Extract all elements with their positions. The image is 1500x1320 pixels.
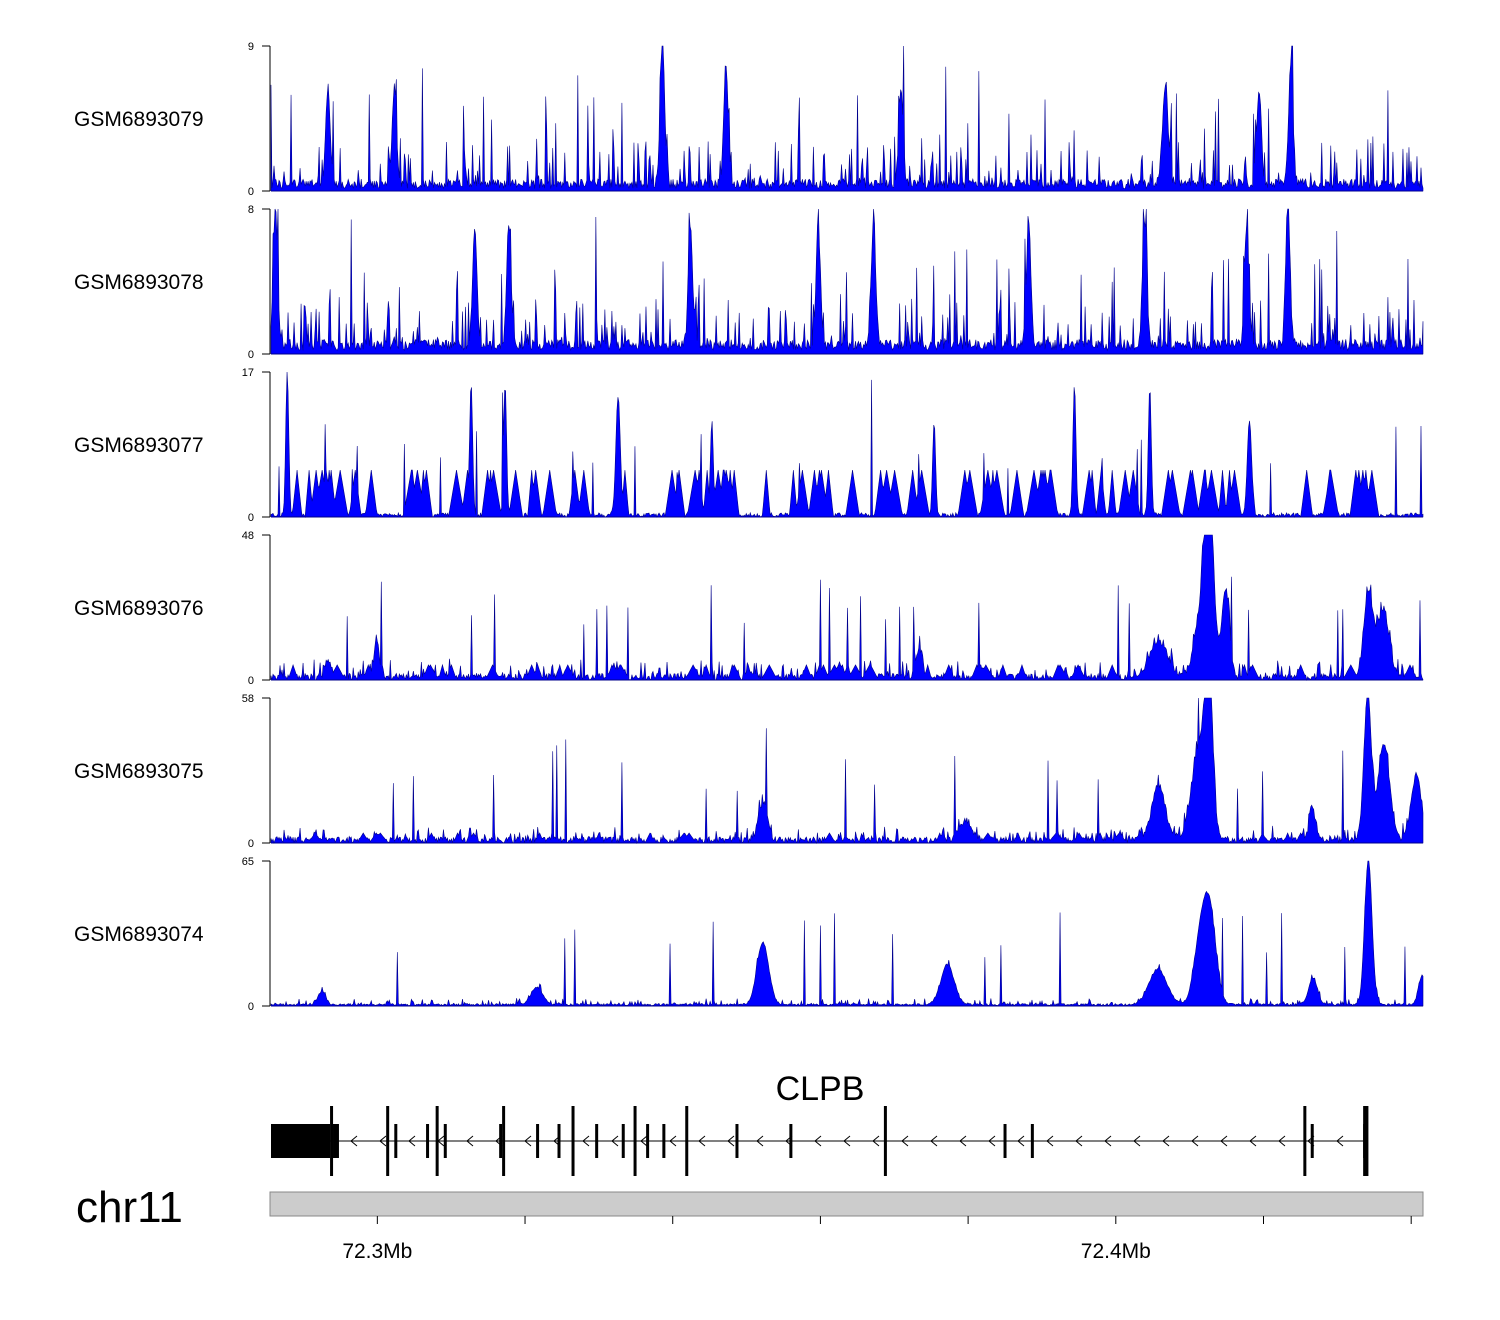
strand-arrow: [379, 1135, 387, 1147]
track-label: GSM6893078: [74, 271, 204, 294]
strand-arrow: [988, 1135, 996, 1147]
exon: [1363, 1106, 1369, 1176]
exon: [386, 1106, 390, 1176]
exon: [426, 1124, 430, 1158]
track-label: GSM6893079: [74, 108, 204, 131]
y-max-label: 58: [242, 693, 254, 705]
exon: [502, 1106, 506, 1176]
track-GSM6893074: GSM6893074 65 0: [74, 856, 1424, 1013]
exon: [335, 1124, 339, 1158]
strand-arrow: [1017, 1135, 1025, 1147]
strand-arrow: [1249, 1135, 1257, 1147]
y-max-label: 17: [242, 367, 254, 379]
exon: [394, 1124, 398, 1158]
exon: [330, 1106, 334, 1176]
strand-arrow: [930, 1135, 938, 1147]
coverage-area: [270, 371, 1424, 519]
exon: [557, 1124, 561, 1158]
strand-arrow: [466, 1135, 474, 1147]
chromosome-bar: [269, 1191, 1424, 1217]
strand-arrow: [1133, 1135, 1141, 1147]
track-GSM6893077: GSM6893077 17 0: [74, 367, 1424, 524]
track-GSM6893079: GSM6893079 9 0: [74, 41, 1424, 198]
axis-tick-label: 72.3Mb: [342, 1240, 412, 1263]
y-min-label: 0: [248, 512, 254, 524]
genome-axis: chr11 72.3Mb 72.4Mb: [76, 1183, 1424, 1263]
track-GSM6893075: GSM6893075 58 0: [74, 693, 1424, 850]
strand-arrow: [582, 1135, 590, 1147]
strand-arrow: [669, 1135, 677, 1147]
strand-arrow: [814, 1135, 822, 1147]
strand-arrow: [350, 1135, 358, 1147]
strand-arrow: [901, 1135, 909, 1147]
track-GSM6893076: GSM6893076 48 0: [74, 530, 1424, 687]
exon: [662, 1124, 666, 1158]
strand-arrow: [756, 1135, 764, 1147]
coverage-area: [270, 45, 1424, 192]
exon: [333, 1124, 337, 1158]
exon: [883, 1106, 887, 1176]
strand-arrow: [1191, 1135, 1199, 1147]
strand-arrow: [959, 1135, 967, 1147]
coverage-area: [270, 697, 1424, 845]
strand-arrow: [408, 1135, 416, 1147]
coverage-area: [270, 208, 1424, 355]
coverage-area: [270, 534, 1424, 681]
y-min-label: 0: [248, 349, 254, 361]
y-min-label: 0: [248, 1001, 254, 1013]
track-label: GSM6893076: [74, 597, 204, 620]
y-max-label: 48: [242, 530, 254, 542]
exon: [499, 1124, 503, 1158]
strand-arrow: [843, 1135, 851, 1147]
strand-arrow: [1162, 1135, 1170, 1147]
exon: [435, 1106, 439, 1176]
exon: [621, 1124, 625, 1158]
exon: [1003, 1124, 1007, 1158]
y-max-label: 9: [248, 41, 254, 53]
exon: [789, 1124, 793, 1158]
strand-arrow: [698, 1135, 706, 1147]
gene-name: CLPB: [776, 1070, 865, 1108]
exon: [735, 1124, 739, 1158]
exon-utr-block: [271, 1124, 331, 1158]
track-label: GSM6893075: [74, 760, 204, 783]
strand-arrow: [872, 1135, 880, 1147]
coverage-tracks: GSM689307990GSM689307880GSM6893077170GSM…: [74, 41, 1424, 1013]
strand-arrow: [1278, 1135, 1286, 1147]
exon: [646, 1124, 650, 1158]
exon: [595, 1124, 599, 1158]
track-GSM6893078: GSM6893078 8 0: [74, 204, 1424, 361]
strand-arrow: [1336, 1135, 1344, 1147]
exon: [685, 1106, 689, 1176]
strand-arrow: [524, 1135, 532, 1147]
exon: [443, 1124, 447, 1158]
coverage-area: [270, 860, 1424, 1007]
y-min-label: 0: [248, 675, 254, 687]
gene-track: CLPB: [271, 1070, 1369, 1176]
exon: [633, 1106, 637, 1176]
y-max-label: 65: [242, 856, 254, 868]
track-label: GSM6893074: [74, 923, 204, 946]
exon: [1030, 1124, 1034, 1158]
y-min-label: 0: [248, 838, 254, 850]
y-min-label: 0: [248, 186, 254, 198]
exon: [1303, 1106, 1307, 1176]
exon: [1310, 1124, 1314, 1158]
y-max-label: 8: [248, 204, 254, 216]
exon: [536, 1124, 540, 1158]
track-label: GSM6893077: [74, 434, 204, 457]
strand-arrow: [727, 1135, 735, 1147]
strand-arrow: [1104, 1135, 1112, 1147]
strand-arrow: [1220, 1135, 1228, 1147]
strand-arrow: [640, 1135, 648, 1147]
strand-arrow: [611, 1135, 619, 1147]
strand-arrow: [1075, 1135, 1083, 1147]
strand-arrow: [1046, 1135, 1054, 1147]
exon: [571, 1106, 575, 1176]
chromosome-label: chr11: [76, 1183, 183, 1232]
axis-tick-label: 72.4Mb: [1081, 1240, 1151, 1263]
